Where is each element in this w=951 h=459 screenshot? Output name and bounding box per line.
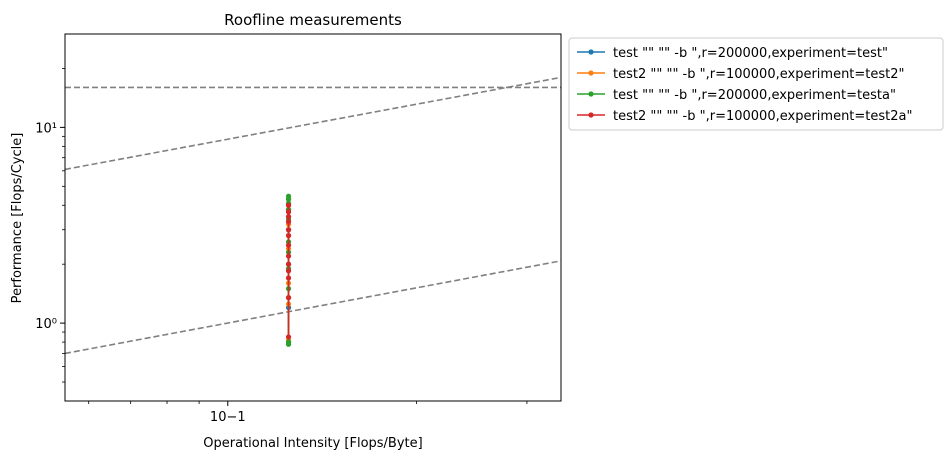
roofline-dashed-line-3: [65, 260, 561, 355]
series-3-point: [285, 193, 292, 199]
legend-item: test "" "" -b ",r=200000,experiment=test…: [577, 88, 896, 103]
series-3-point: [285, 339, 292, 345]
series-4-point: [285, 202, 292, 208]
legend-label: test2 "" "" -b ",r=100000,experiment=tes…: [613, 109, 912, 124]
series-4-point: [285, 242, 292, 248]
legend-swatch-marker: [588, 91, 594, 97]
chart-title: Roofline measurements: [224, 11, 402, 29]
legend-label: test "" "" -b ",r=200000,experiment=test…: [613, 88, 896, 103]
legend-swatch-marker: [588, 49, 594, 55]
legend-box: [568, 37, 944, 131]
data-series: [285, 193, 292, 347]
series-4-point: [285, 214, 292, 220]
x-axis-title: Operational Intensity [Flops/Byte]: [203, 436, 422, 451]
legend-label: test2 "" "" -b ",r=100000,experiment=tes…: [613, 67, 905, 82]
legend-item: test2 "" "" -b ",r=100000,experiment=tes…: [577, 109, 912, 124]
legend-item: test "" "" -b ",r=200000,experiment=test…: [577, 46, 888, 61]
x-tick-label: 10−1: [210, 410, 246, 425]
series-4-point: [285, 275, 292, 281]
axes: 10−1 10⁰ 10¹: [35, 33, 562, 425]
series-4: [285, 202, 292, 340]
y-tick-label: 10⁰: [35, 317, 57, 332]
reference-lines: [65, 76, 561, 355]
series-4-point: [285, 261, 292, 267]
y-axis-title: Performance [Flops/Cycle]: [10, 133, 25, 304]
series-4-point: [285, 219, 292, 225]
roofline-dashed-line-2: [65, 76, 561, 171]
legend-swatch-marker: [588, 112, 594, 118]
series-4-point: [285, 295, 292, 301]
legend-item: test2 "" "" -b ",r=100000,experiment=tes…: [577, 67, 905, 82]
series-4-point: [285, 227, 292, 233]
series-4-point: [285, 209, 292, 215]
series-4-point: [285, 232, 292, 239]
legend-label: test "" "" -b ",r=200000,experiment=test…: [613, 46, 888, 61]
series-4-point: [285, 268, 292, 274]
series-4-point: [285, 253, 292, 259]
plot-frame: [64, 33, 562, 402]
legend-swatch-marker: [588, 70, 594, 76]
series-4-point: [285, 334, 292, 340]
legend: test "" "" -b ",r=200000,experiment=test…: [568, 37, 944, 131]
y-tick-label: 10¹: [35, 121, 57, 136]
